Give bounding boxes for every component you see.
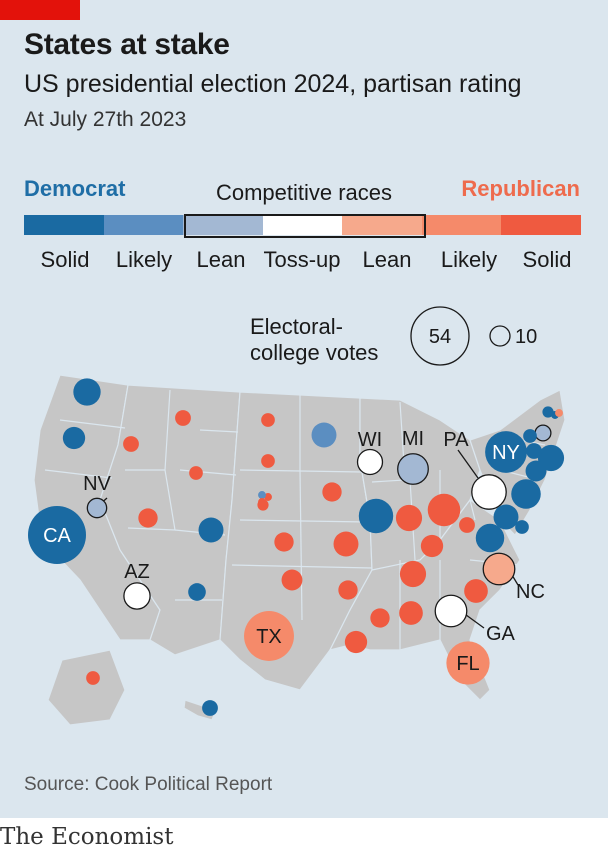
scale-swatch-4 xyxy=(262,215,343,235)
state-bubble-ne-1 xyxy=(264,493,272,501)
state-bubble-mi xyxy=(397,453,429,485)
state-bubble-il xyxy=(358,498,394,534)
state-bubble-wy xyxy=(189,466,203,480)
state-bubble-ma xyxy=(537,444,565,472)
size-legend-value-large: 54 xyxy=(429,326,451,348)
state-label-fl: FL xyxy=(456,653,479,675)
rating-label-5: Lean xyxy=(362,247,412,272)
chart-title: States at stake xyxy=(24,28,230,61)
state-label-ga: GA xyxy=(486,623,516,645)
rating-label-4: Toss-up xyxy=(263,247,341,272)
state-bubble-ok xyxy=(281,569,303,591)
state-bubble-wv xyxy=(459,517,475,533)
state-bubble-nd xyxy=(261,413,275,427)
rating-label-6: Likely xyxy=(440,247,498,272)
state-bubble-hi xyxy=(202,700,218,716)
state-bubble-ct xyxy=(525,460,547,482)
state-label-ny: NY xyxy=(492,442,520,464)
rating-label-3: Lean xyxy=(196,247,246,272)
state-bubbles xyxy=(28,378,565,716)
state-bubble-ut xyxy=(138,508,158,528)
scale-swatch-3 xyxy=(183,215,264,235)
brand-tab xyxy=(0,0,80,20)
state-label-tx: TX xyxy=(256,626,282,648)
state-bubble-de xyxy=(515,520,529,534)
state-shape-ak xyxy=(47,649,126,726)
size-legend-circle-small xyxy=(489,325,511,347)
state-bubble-ri xyxy=(526,443,542,459)
source-note: Source: Cook Political Report xyxy=(24,774,273,795)
state-bubble-nh xyxy=(534,424,552,442)
rating-label-2: Likely xyxy=(115,247,173,272)
state-bubble-md xyxy=(493,504,519,530)
competitive-races-outline xyxy=(184,214,426,238)
state-bubble-ak xyxy=(86,671,100,685)
chart-subtitle: US presidential election 2024, partisan … xyxy=(24,70,522,98)
state-label-nc: NC xyxy=(516,581,545,603)
economist-logo: The Economist xyxy=(0,824,174,850)
state-bubble-nj xyxy=(511,479,541,509)
state-label-nv: NV xyxy=(83,473,111,495)
state-bubble-mo xyxy=(333,531,359,557)
state-label-ca: CA xyxy=(43,525,71,547)
scale-swatch-6 xyxy=(421,215,502,235)
scale-swatch-5 xyxy=(342,215,423,235)
state-bubble-co xyxy=(198,517,224,543)
rating-label-1: Solid xyxy=(40,247,90,272)
chart-date: At July 27th 2023 xyxy=(24,108,187,131)
state-label-mi: MI xyxy=(402,428,424,450)
state-bubble-nv xyxy=(86,497,108,519)
state-bubble-ky xyxy=(420,534,444,558)
legend-competitive-label: Competitive races xyxy=(215,180,393,205)
legend-republican-label: Republican xyxy=(461,176,580,201)
state-bubble-az xyxy=(123,582,151,610)
state-bubble-nc xyxy=(482,552,516,586)
size-legend-label: Electoral-college votes xyxy=(250,314,379,365)
size-legend-circle-large xyxy=(410,306,470,366)
state-bubble-sd xyxy=(261,454,275,468)
state-bubble-in xyxy=(395,504,423,532)
scale-swatch-1 xyxy=(24,215,105,235)
state-bubble-ca xyxy=(28,506,86,564)
state-label-az: AZ xyxy=(124,561,150,583)
size-legend-value-small: 10 xyxy=(515,326,537,348)
state-bubble-me xyxy=(542,406,554,418)
state-bubble-wa xyxy=(73,378,101,406)
state-bubble-mt xyxy=(175,410,191,426)
state-bubble-oh xyxy=(427,493,461,527)
state-bubble-vt xyxy=(523,429,537,443)
state-bubble-wi xyxy=(356,448,384,476)
state-bubble-mn xyxy=(311,422,337,448)
state-bubble-ms xyxy=(370,608,390,628)
scale-swatch-7 xyxy=(501,215,582,235)
state-bubble-ia xyxy=(322,482,342,502)
scale-swatch-2 xyxy=(103,215,184,235)
state-bubble-or xyxy=(62,426,86,450)
rating-color-scale xyxy=(24,215,582,235)
state-bubble-ga xyxy=(434,594,468,628)
state-bubble-va xyxy=(475,523,505,553)
state-bubble-tx xyxy=(244,611,294,661)
state-bubble-ne-3 xyxy=(258,498,266,506)
state-bubble-fl xyxy=(446,641,490,685)
state-bubble-pa xyxy=(471,474,507,510)
state-bubble-la xyxy=(344,630,368,654)
state-bubble-al xyxy=(399,601,423,625)
legend-democrat-label: Democrat xyxy=(24,176,126,201)
state-label-wi: WI xyxy=(358,429,382,451)
state-bubble-ks xyxy=(274,532,294,552)
state-bubble-ar xyxy=(338,580,358,600)
state-bubble-ny xyxy=(485,431,527,473)
state-bubble-tn xyxy=(399,560,427,588)
state-label-pa: PA xyxy=(443,429,469,451)
rating-label-7: Solid xyxy=(522,247,572,272)
state-bubble-nm xyxy=(188,583,206,601)
state-bubble-ne-2 xyxy=(258,491,266,499)
state-bubble-sc xyxy=(464,579,488,603)
state-bubble-id xyxy=(123,436,139,452)
state-bubble-me-2 xyxy=(555,409,563,417)
